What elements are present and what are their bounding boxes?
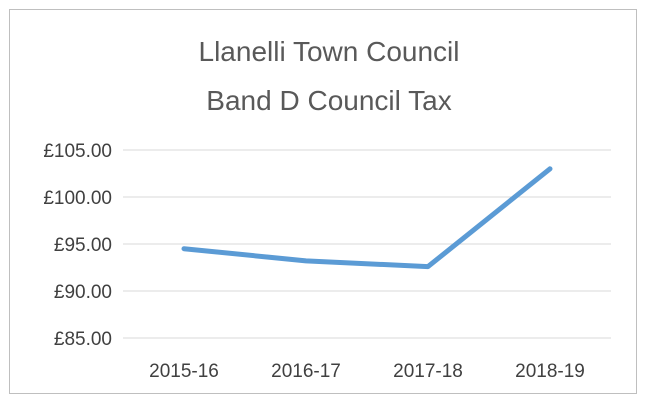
x-tick-label: 2017-18 [393, 361, 463, 382]
y-tick-label: £90.00 [54, 282, 112, 303]
x-tick-label: 2015-16 [149, 361, 219, 382]
chart-title-line-2: Band D Council Tax [206, 85, 451, 116]
x-tick-label: 2016-17 [271, 361, 341, 382]
gridlines [123, 149, 611, 339]
y-tick-label: £100.00 [43, 188, 112, 209]
series-lines [181, 166, 553, 270]
chart-border [9, 9, 637, 394]
y-axis-tick-labels: £85.00 £90.00 £95.00 £100.00 £105.00 [43, 141, 112, 350]
chart-title-line-1: Llanelli Town Council [199, 36, 460, 67]
y-tick-label: £85.00 [54, 329, 112, 350]
series-line [181, 166, 553, 270]
x-tick-label: 2018-19 [515, 361, 585, 382]
x-axis-tick-labels: 2015-16 2016-17 2017-18 2018-19 [149, 361, 585, 382]
y-tick-label: £95.00 [54, 235, 112, 256]
y-tick-label: £105.00 [43, 141, 112, 162]
